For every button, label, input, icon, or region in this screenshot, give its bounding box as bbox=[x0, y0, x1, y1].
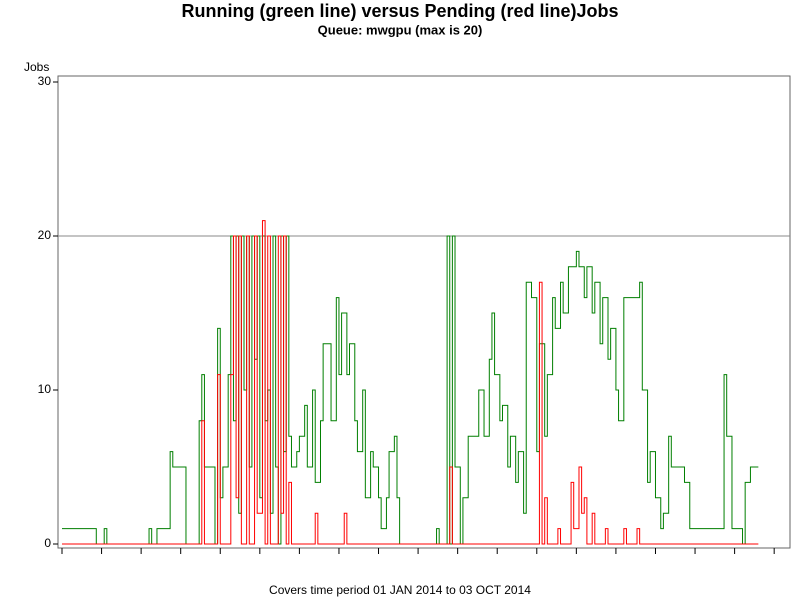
chart-title: Running (green line) versus Pending (red… bbox=[181, 1, 618, 21]
y-tick-label: 10 bbox=[38, 382, 52, 396]
series-line bbox=[62, 235, 759, 545]
plot-frame bbox=[57, 75, 791, 549]
footnote: Covers time period 01 JAN 2014 to 03 OCT… bbox=[269, 583, 531, 597]
y-axis-label: Jobs bbox=[24, 60, 49, 74]
series-line bbox=[62, 220, 759, 545]
chart-subtitle: Queue: mwgpu (max is 20) bbox=[318, 22, 483, 37]
y-tick-label: 30 bbox=[38, 74, 52, 88]
y-tick-label: 0 bbox=[44, 536, 51, 550]
y-tick-label: 20 bbox=[38, 228, 52, 242]
